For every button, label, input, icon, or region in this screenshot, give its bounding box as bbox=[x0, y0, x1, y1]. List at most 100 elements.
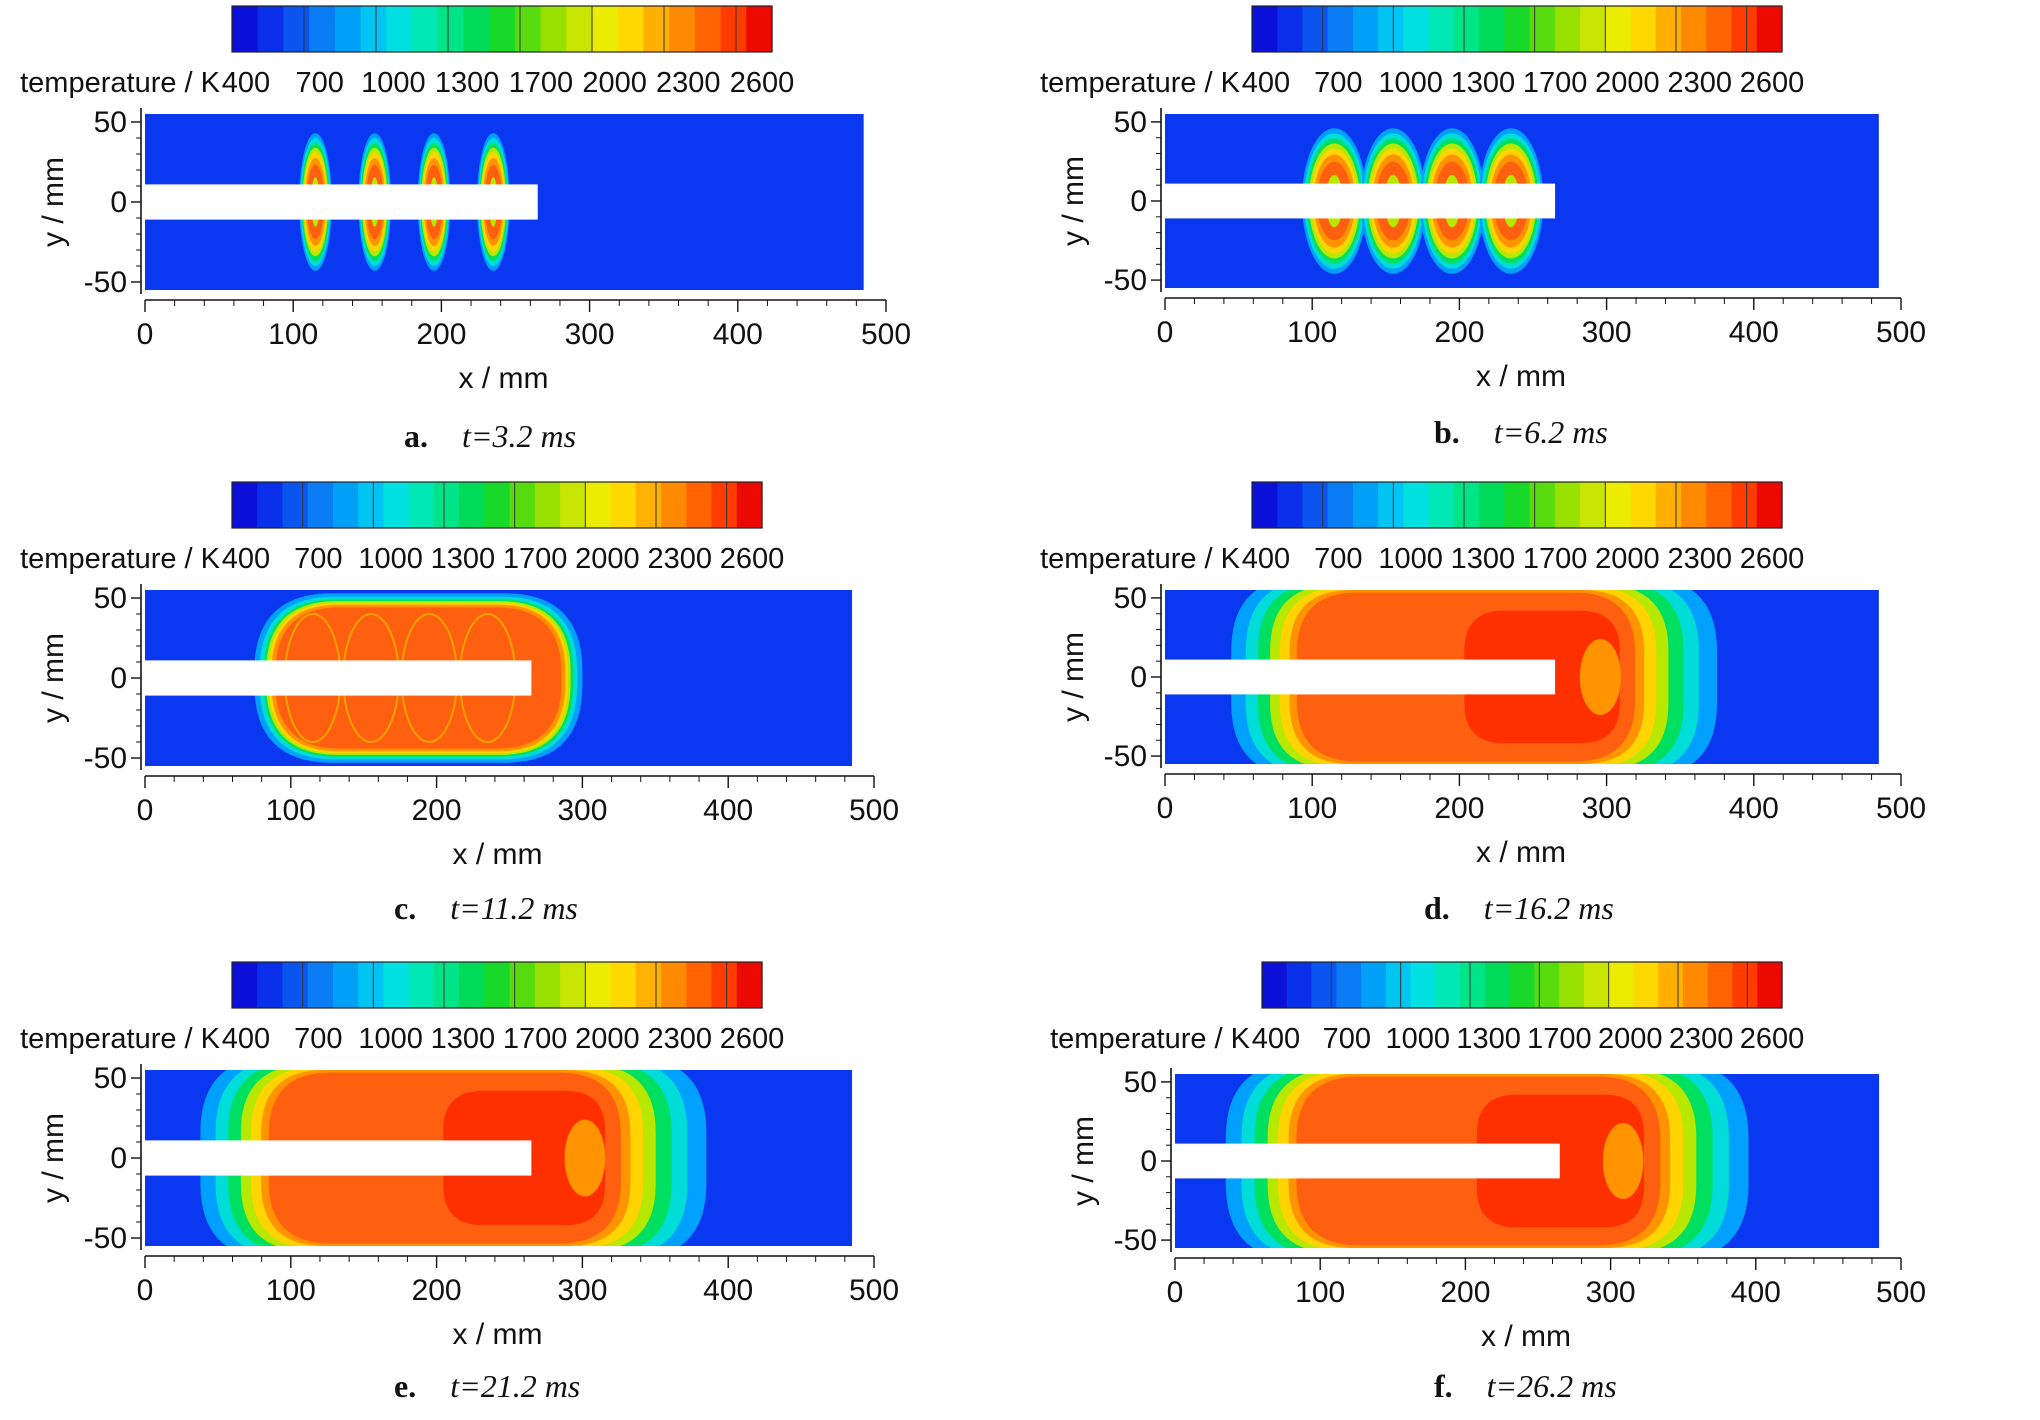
colorbar-tick-label: 2000 bbox=[575, 1023, 640, 1055]
colorbar-tick-label: 1700 bbox=[503, 543, 568, 575]
colorbar-swatch bbox=[332, 962, 359, 1008]
x-tick-label: 100 bbox=[1287, 316, 1337, 349]
colorbar-swatch bbox=[1534, 962, 1560, 1008]
x-tick-label: 200 bbox=[412, 1274, 462, 1307]
colorbar-swatch bbox=[459, 482, 485, 528]
colorbar-tick-label: 2000 bbox=[575, 543, 640, 575]
colorbar-swatch bbox=[1633, 962, 1659, 1008]
colorbar-frame bbox=[231, 481, 763, 529]
panel-a: temperature / K 400 700 1000 1300 1700 2000 230… bbox=[10, 0, 1020, 460]
colorbar-swatch bbox=[1302, 482, 1329, 528]
colorbar-swatch bbox=[1311, 962, 1337, 1008]
colorbar: temperature / K 400 700 1000 1300 1700 2000 230… bbox=[20, 5, 794, 99]
colorbar-tick-label: 2000 bbox=[1595, 67, 1660, 99]
colorbar-tick-label: 1700 bbox=[1527, 1023, 1592, 1055]
colorbar-swatch bbox=[459, 962, 485, 1008]
colorbar-swatch bbox=[585, 962, 612, 1008]
colorbar-swatch bbox=[1252, 482, 1278, 528]
colorbar-swatch bbox=[1732, 962, 1758, 1008]
y-tick-label: -50 bbox=[1104, 740, 1147, 773]
x-tick-label: 100 bbox=[1287, 792, 1337, 825]
colorbar-label: temperature / K bbox=[20, 1023, 221, 1055]
x-tick-label: 500 bbox=[1876, 792, 1926, 825]
x-tick-label: 0 bbox=[137, 794, 154, 827]
y-axis-label: y / mm bbox=[1057, 632, 1090, 722]
colorbar-swatch bbox=[1327, 6, 1354, 52]
colorbar-tick-label: 1300 bbox=[431, 1023, 496, 1055]
caption-time: t=11.2 ms bbox=[450, 890, 578, 926]
colorbar-swatch bbox=[1554, 482, 1581, 528]
colorbar-swatch bbox=[334, 6, 362, 52]
y-tick-label: 0 bbox=[1140, 1145, 1157, 1178]
colorbar-swatch bbox=[489, 6, 516, 52]
colorbar-swatch bbox=[1385, 962, 1412, 1008]
colorbar-swatch bbox=[560, 482, 586, 528]
colorbar-swatch bbox=[1559, 962, 1585, 1008]
x-tick-label: 0 bbox=[1157, 792, 1174, 825]
caption-letter: d. bbox=[1424, 890, 1450, 926]
colorbar-swatch bbox=[257, 962, 284, 1008]
y-tick-label: 0 bbox=[1130, 661, 1147, 694]
x-tick-label: 500 bbox=[1876, 1276, 1926, 1309]
colorbar-tick-label: 700 bbox=[1314, 543, 1362, 575]
colorbar-swatch bbox=[1262, 962, 1288, 1008]
colorbar-swatch bbox=[509, 962, 536, 1008]
colorbar-swatch bbox=[1658, 962, 1684, 1008]
colorbar-swatch bbox=[1706, 482, 1733, 528]
y-axis-label: y / mm bbox=[1067, 1116, 1100, 1206]
x-tick-label: 100 bbox=[266, 1274, 316, 1307]
colorbar-tick-label: 1700 bbox=[509, 67, 574, 99]
colorbar-tick-label: 700 bbox=[1314, 67, 1362, 99]
colorbar-tick-label: 1000 bbox=[361, 67, 426, 99]
colorbar-tick-label: 2600 bbox=[720, 1023, 785, 1055]
colorbar-swatch bbox=[1336, 962, 1362, 1008]
colorbar-swatch bbox=[463, 6, 490, 52]
colorbar-tick-label: 1300 bbox=[431, 543, 496, 575]
x-tick-label: 200 bbox=[1434, 316, 1484, 349]
panel-c: temperature / K 400 700 1000 1300 1700 2000 230… bbox=[10, 476, 1020, 936]
x-tick-label: 0 bbox=[137, 1274, 154, 1307]
colorbar-swatch bbox=[736, 482, 763, 528]
colorbar-tick-label: 1000 bbox=[1378, 543, 1443, 575]
colorbar-swatch bbox=[592, 6, 619, 52]
x-tick-label: 400 bbox=[713, 318, 763, 351]
y-tick-label: 50 bbox=[94, 582, 127, 615]
colorbar-swatch bbox=[412, 6, 439, 52]
x-axis-label: x / mm bbox=[453, 838, 543, 871]
caption-letter: f. bbox=[1434, 1368, 1453, 1404]
colorbar-swatch bbox=[643, 6, 670, 52]
colorbar-swatch bbox=[1731, 482, 1758, 528]
colorbar-swatch bbox=[282, 482, 309, 528]
x-tick-label: 300 bbox=[1586, 1276, 1636, 1309]
colorbar-swatch bbox=[383, 962, 410, 1008]
colorbar-swatch bbox=[433, 482, 460, 528]
x-tick-label: 200 bbox=[412, 794, 462, 827]
colorbar-tick-label: 400 bbox=[222, 543, 270, 575]
colorbar-tick-label: 1300 bbox=[1451, 543, 1516, 575]
colorbar-swatch bbox=[1681, 482, 1707, 528]
colorbar-swatch bbox=[257, 482, 284, 528]
colorbar-swatch bbox=[383, 482, 410, 528]
tube-obstacle bbox=[1175, 1143, 1560, 1179]
colorbar-swatch bbox=[736, 962, 763, 1008]
colorbar-swatch bbox=[1681, 6, 1707, 52]
colorbar-swatch bbox=[540, 6, 567, 52]
colorbar-swatch bbox=[1655, 482, 1682, 528]
x-tick-label: 400 bbox=[1731, 1276, 1781, 1309]
colorbar-swatch bbox=[1378, 482, 1405, 528]
y-tick-label: -50 bbox=[84, 742, 127, 775]
colorbar-swatch bbox=[1252, 6, 1278, 52]
colorbar-swatch bbox=[1554, 6, 1581, 52]
colorbar-swatch bbox=[1706, 6, 1733, 52]
colorbar-label: temperature / K bbox=[1040, 67, 1241, 99]
colorbar-swatch bbox=[1707, 962, 1734, 1008]
colorbar-swatch bbox=[1327, 482, 1354, 528]
colorbar-swatch bbox=[484, 962, 511, 1008]
x-tick-label: 200 bbox=[416, 318, 466, 351]
colorbar-swatch bbox=[1529, 6, 1556, 52]
x-tick-label: 0 bbox=[137, 318, 154, 351]
colorbar-swatch bbox=[332, 482, 359, 528]
